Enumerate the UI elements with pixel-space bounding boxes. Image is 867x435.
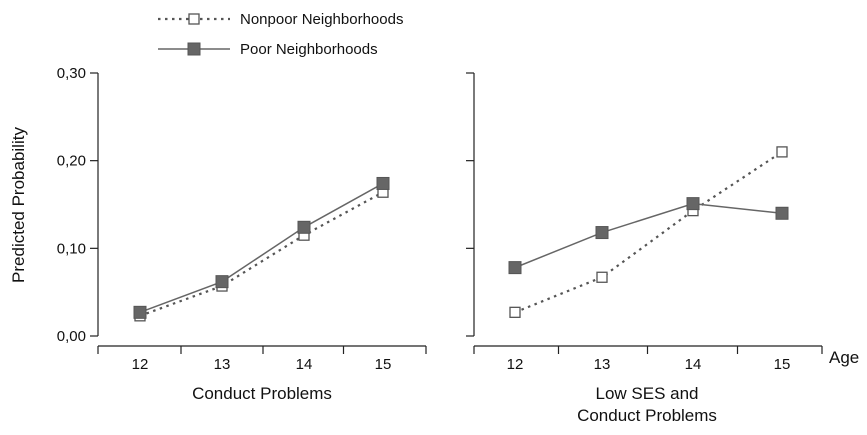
right-marker-poor <box>595 226 609 240</box>
y-axis-title: Predicted Probability <box>9 127 28 283</box>
right-series-line-nonpoor <box>514 150 783 314</box>
right-marker-nonpoor <box>776 146 788 158</box>
legend-label-poor: Poor Neighborhoods <box>240 41 378 58</box>
left-marker-poor <box>297 220 311 234</box>
legend-marker-poor <box>187 42 201 56</box>
left-x-tick-label: 15 <box>375 356 392 373</box>
right-x-tick-label: 14 <box>685 356 702 373</box>
y-tick-label: 0,00 <box>57 328 86 345</box>
left-series-line-poor <box>139 182 384 314</box>
right-marker-poor <box>775 206 789 220</box>
legend-item-nonpoor: Nonpoor Neighborhoods <box>158 11 403 28</box>
right-x-axis-title-line2: Conduct Problems <box>577 406 717 425</box>
legend: Nonpoor Neighborhoods Poor Neighborhoods <box>158 11 403 58</box>
right-series-line-poor <box>514 202 783 269</box>
left-series-line-nonpoor <box>139 191 384 317</box>
left-x-tick-label: 14 <box>296 356 313 373</box>
y-tick-label: 0,10 <box>57 240 86 257</box>
age-axis-label: Age <box>829 348 859 367</box>
right-marker-nonpoor <box>596 271 608 283</box>
left-marker-poor <box>376 176 390 190</box>
right-marker-nonpoor <box>509 306 521 318</box>
right-marker-poor <box>508 261 522 275</box>
left-x-tick-label: 13 <box>214 356 231 373</box>
left-x-tick-label: 12 <box>132 356 149 373</box>
right-x-tick-label: 15 <box>774 356 791 373</box>
right-marker-poor <box>686 197 700 211</box>
left-marker-poor <box>133 305 147 319</box>
right-x-tick-label: 13 <box>594 356 611 373</box>
legend-marker-nonpoor <box>188 13 200 25</box>
plot-layer: 0,00 0,10 0,20 0,30 12 13 14 15 12 13 14 15 <box>57 65 823 373</box>
y-tick-label: 0,20 <box>57 153 86 170</box>
right-x-axis-title-line1: Low SES and <box>595 384 698 403</box>
right-x-tick-label: 12 <box>507 356 524 373</box>
left-marker-poor <box>215 275 229 289</box>
legend-item-poor: Poor Neighborhoods <box>158 41 378 58</box>
y-tick-label: 0,30 <box>57 65 86 82</box>
legend-label-nonpoor: Nonpoor Neighborhoods <box>240 11 403 28</box>
left-x-axis-title: Conduct Problems <box>192 384 332 403</box>
